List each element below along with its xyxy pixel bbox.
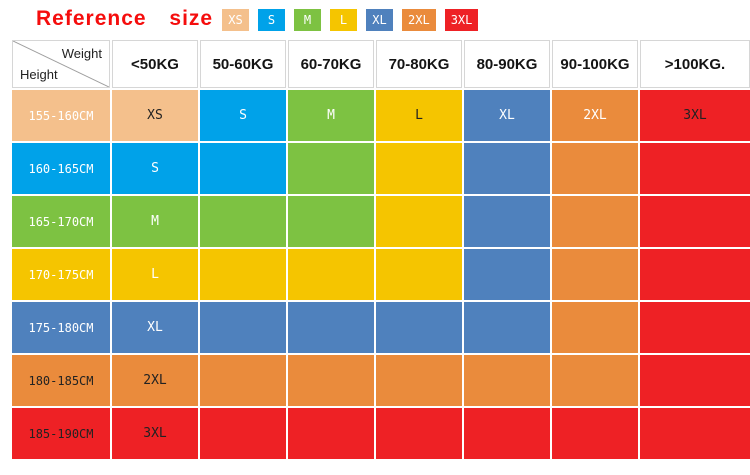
- height-label-2: 165-170CM: [12, 196, 110, 247]
- size-table: Weight Height <50KG 50-60KG 60-70KG 70-80KG…: [12, 40, 750, 459]
- size-cell-r6-c2: [288, 408, 374, 459]
- size-cell-r0-c4: XL: [464, 90, 550, 141]
- legend-swatch-l: L: [330, 9, 357, 31]
- size-cell-r6-c1: [200, 408, 286, 459]
- size-cell-r1-c2: [288, 143, 374, 194]
- size-cell-r5-c2: [288, 355, 374, 406]
- header-bar: Reference size XS S M L XL 2XL 3XL: [0, 0, 750, 40]
- size-cell-r5-c1: [200, 355, 286, 406]
- size-cell-r2-c5: [552, 196, 638, 247]
- weight-header-6: >100KG.: [640, 40, 750, 88]
- size-cell-r4-c6: [640, 302, 750, 353]
- size-cell-r0-c1: S: [200, 90, 286, 141]
- weight-header-5: 90-100KG: [552, 40, 638, 88]
- size-cell-r5-c5: [552, 355, 638, 406]
- height-label-4: 175-180CM: [12, 302, 110, 353]
- size-cell-r6-c4: [464, 408, 550, 459]
- size-cell-r1-c4: [464, 143, 550, 194]
- legend-swatch-m: M: [294, 9, 321, 31]
- size-cell-r3-c2: [288, 249, 374, 300]
- weight-header-0: <50KG: [112, 40, 198, 88]
- legend-swatch-xl: XL: [366, 9, 393, 31]
- size-cell-r4-c0: XL: [112, 302, 198, 353]
- page-title: Reference size: [36, 7, 214, 30]
- size-cell-r4-c2: [288, 302, 374, 353]
- corner-height-label: Height: [20, 67, 58, 82]
- size-cell-r2-c0: M: [112, 196, 198, 247]
- size-cell-r0-c3: L: [376, 90, 462, 141]
- size-cell-r3-c0: L: [112, 249, 198, 300]
- size-cell-r3-c4: [464, 249, 550, 300]
- size-cell-r2-c6: [640, 196, 750, 247]
- size-cell-r2-c3: [376, 196, 462, 247]
- legend-swatch-xs: XS: [222, 9, 249, 31]
- height-label-3: 170-175CM: [12, 249, 110, 300]
- size-cell-r0-c6: 3XL: [640, 90, 750, 141]
- weight-header-1: 50-60KG: [200, 40, 286, 88]
- size-cell-r4-c4: [464, 302, 550, 353]
- height-label-5: 180-185CM: [12, 355, 110, 406]
- weight-header-3: 70-80KG: [376, 40, 462, 88]
- size-cell-r6-c6: [640, 408, 750, 459]
- size-cell-r1-c3: [376, 143, 462, 194]
- height-label-6: 185-190CM: [12, 408, 110, 459]
- height-label-1: 160-165CM: [12, 143, 110, 194]
- size-cell-r2-c4: [464, 196, 550, 247]
- size-cell-r5-c0: 2XL: [112, 355, 198, 406]
- size-cell-r0-c5: 2XL: [552, 90, 638, 141]
- size-cell-r4-c1: [200, 302, 286, 353]
- weight-header-2: 60-70KG: [288, 40, 374, 88]
- size-cell-r5-c6: [640, 355, 750, 406]
- size-cell-r3-c5: [552, 249, 638, 300]
- size-cell-r6-c3: [376, 408, 462, 459]
- size-cell-r1-c1: [200, 143, 286, 194]
- size-cell-r3-c6: [640, 249, 750, 300]
- size-cell-r0-c2: M: [288, 90, 374, 141]
- size-cell-r6-c0: 3XL: [112, 408, 198, 459]
- size-cell-r6-c5: [552, 408, 638, 459]
- size-cell-r3-c1: [200, 249, 286, 300]
- size-cell-r5-c4: [464, 355, 550, 406]
- size-cell-r4-c5: [552, 302, 638, 353]
- weight-header-4: 80-90KG: [464, 40, 550, 88]
- size-cell-r0-c0: XS: [112, 90, 198, 141]
- size-cell-r5-c3: [376, 355, 462, 406]
- size-legend: XS S M L XL 2XL 3XL: [222, 9, 479, 31]
- legend-swatch-s: S: [258, 9, 285, 31]
- legend-swatch-2xl: 2XL: [402, 9, 436, 31]
- size-cell-r2-c1: [200, 196, 286, 247]
- height-label-0: 155-160CM: [12, 90, 110, 141]
- diagonal-line-icon: [13, 41, 109, 87]
- size-cell-r4-c3: [376, 302, 462, 353]
- legend-swatch-3xl: 3XL: [444, 9, 479, 31]
- corner-cell: Weight Height: [12, 40, 110, 88]
- size-cell-r3-c3: [376, 249, 462, 300]
- size-cell-r1-c6: [640, 143, 750, 194]
- corner-weight-label: Weight: [61, 46, 102, 61]
- size-cell-r2-c2: [288, 196, 374, 247]
- size-cell-r1-c0: S: [112, 143, 198, 194]
- size-cell-r1-c5: [552, 143, 638, 194]
